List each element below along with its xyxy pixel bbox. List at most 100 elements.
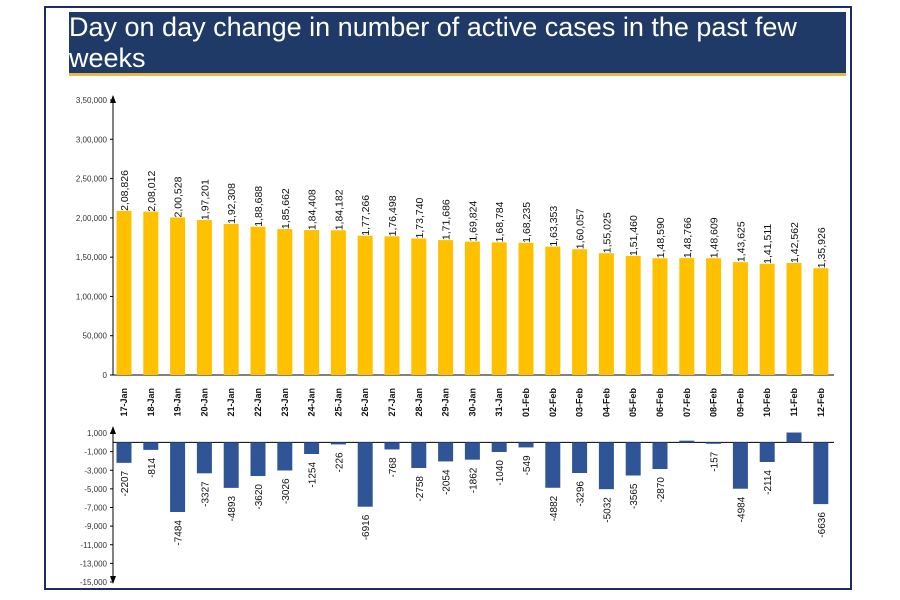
bottom-bar-data-label: -2870 — [656, 477, 667, 503]
bottom-y-tick-label: -7,000 — [84, 504, 107, 513]
bottom-bar — [598, 442, 614, 490]
chart-title: Day on day change in number of active ca… — [69, 11, 797, 73]
x-category-label: 06-Feb — [655, 388, 665, 418]
x-category-label: 01-Feb — [521, 388, 531, 418]
top-bar — [116, 210, 132, 375]
bottom-bar-data-label: -1254 — [308, 462, 319, 488]
bottom-bar — [250, 442, 266, 477]
top-bar — [357, 235, 373, 375]
bottom-bar — [732, 442, 748, 489]
top-bar — [598, 253, 614, 375]
bottom-bar-data-label: -4984 — [736, 496, 747, 522]
x-category-label: 26-Jan — [360, 388, 370, 417]
bottom-y-tick-label: -15,000 — [80, 578, 108, 587]
top-bar-data-label: 1,97,201 — [199, 179, 211, 220]
bottom-bar-data-label: -3327 — [200, 481, 211, 507]
top-bar — [813, 268, 829, 375]
bottom-bar-data-label: -549 — [522, 455, 533, 475]
bottom-bar — [625, 442, 641, 476]
bottom-y-tick-label: -5,000 — [84, 485, 107, 494]
title-bar: Day on day change in number of active ca… — [69, 12, 846, 76]
bottom-y-tick-label: -3,000 — [84, 466, 107, 475]
bottom-bar — [518, 442, 534, 448]
x-category-label: 20-Jan — [199, 388, 209, 417]
bottom-y-tick-label: -13,000 — [80, 559, 108, 568]
top-bar — [277, 229, 293, 375]
x-category-label: 18-Jan — [146, 388, 156, 417]
x-category-label: 05-Feb — [628, 388, 638, 418]
top-bar-data-label: 1,35,926 — [816, 227, 828, 268]
bottom-bar — [277, 442, 293, 471]
bottom-bar — [813, 442, 829, 505]
top-bar-data-label: 2,08,826 — [119, 170, 131, 211]
top-bar-data-label: 1,92,308 — [226, 183, 238, 224]
bottom-bar-data-label: -7484 — [174, 520, 185, 546]
top-bar-data-label: 1,73,740 — [414, 197, 426, 238]
bottom-bar — [116, 442, 132, 463]
bottom-bar — [786, 432, 802, 443]
x-category-label: 03-Feb — [575, 388, 585, 418]
bottom-bar — [706, 442, 722, 444]
top-bar-data-label: 1,88,688 — [253, 186, 265, 227]
top-bar — [196, 220, 212, 375]
x-category-label: 11-Feb — [789, 388, 799, 417]
top-bar-data-label: 1,55,025 — [601, 212, 613, 253]
bottom-bar-data-label: -3026 — [281, 478, 292, 504]
bottom-bar-data-label: -5032 — [602, 497, 613, 523]
bottom-bar — [411, 442, 427, 468]
top-bar — [491, 242, 507, 375]
x-category-label: 19-Jan — [173, 388, 183, 417]
top-bar-data-label: 1,48,766 — [682, 217, 694, 258]
x-category-label: 27-Jan — [387, 388, 397, 417]
top-bar-data-label: 1,77,266 — [360, 195, 372, 236]
x-category-label: 02-Feb — [548, 388, 558, 418]
bottom-bar — [330, 442, 346, 445]
top-bar — [545, 246, 561, 375]
top-bar-data-label: 1,68,784 — [494, 201, 506, 242]
top-bar — [732, 262, 748, 375]
top-bar — [706, 258, 722, 375]
bottom-bar — [143, 442, 159, 450]
bottom-y-axis-arrow-down — [110, 576, 116, 584]
bottom-bar-data-label: -2207 — [120, 470, 131, 496]
top-y-tick-label: 50,000 — [83, 332, 108, 341]
top-bar — [786, 262, 802, 375]
top-bar — [572, 249, 588, 375]
bottom-bar — [572, 442, 588, 474]
bottom-y-tick-label: -1,000 — [84, 448, 107, 457]
bottom-bar — [170, 442, 186, 513]
top-bar — [411, 238, 427, 375]
top-bar-data-label: 1,85,662 — [280, 188, 292, 229]
x-category-label: 25-Jan — [333, 388, 343, 417]
top-y-tick-label: 3,50,000 — [76, 96, 108, 105]
bottom-bar — [652, 442, 668, 470]
top-bar — [759, 263, 775, 375]
x-category-label: 08-Feb — [709, 388, 719, 418]
bottom-bar-data-label: -2114 — [763, 470, 774, 495]
top-bar-data-label: 1,48,609 — [709, 217, 721, 258]
top-bar-data-label: 1,84,408 — [307, 189, 319, 230]
top-bar — [223, 223, 239, 375]
x-category-label: 17-Jan — [119, 388, 129, 417]
bottom-bar-data-label: -814 — [147, 457, 158, 477]
bottom-bar-data-label: -4893 — [227, 495, 238, 521]
bottom-bar-data-label: -226 — [334, 452, 345, 472]
bottom-bar-data-label: -6636 — [817, 512, 828, 538]
top-bar-data-label: 1,42,562 — [789, 222, 801, 263]
x-category-label: 28-Jan — [414, 388, 424, 417]
bottom-bar-data-label: -3565 — [629, 483, 640, 509]
bottom-bar — [357, 442, 373, 507]
top-y-tick-label: 2,50,000 — [76, 175, 108, 184]
top-bar — [679, 258, 695, 375]
top-bar-data-label: 1,60,057 — [575, 208, 587, 249]
top-y-tick-label: 3,00,000 — [76, 135, 108, 144]
top-bar-data-label: 1,51,460 — [628, 215, 640, 256]
bottom-bar — [759, 442, 775, 462]
top-bar-data-label: 1,43,625 — [735, 221, 747, 262]
top-bar — [438, 240, 454, 375]
bottom-bar-data-label: -1862 — [468, 467, 479, 493]
top-bar — [625, 255, 641, 375]
x-category-label: 31-Jan — [494, 388, 504, 417]
bottom-bar-data-label: -2054 — [442, 469, 453, 495]
